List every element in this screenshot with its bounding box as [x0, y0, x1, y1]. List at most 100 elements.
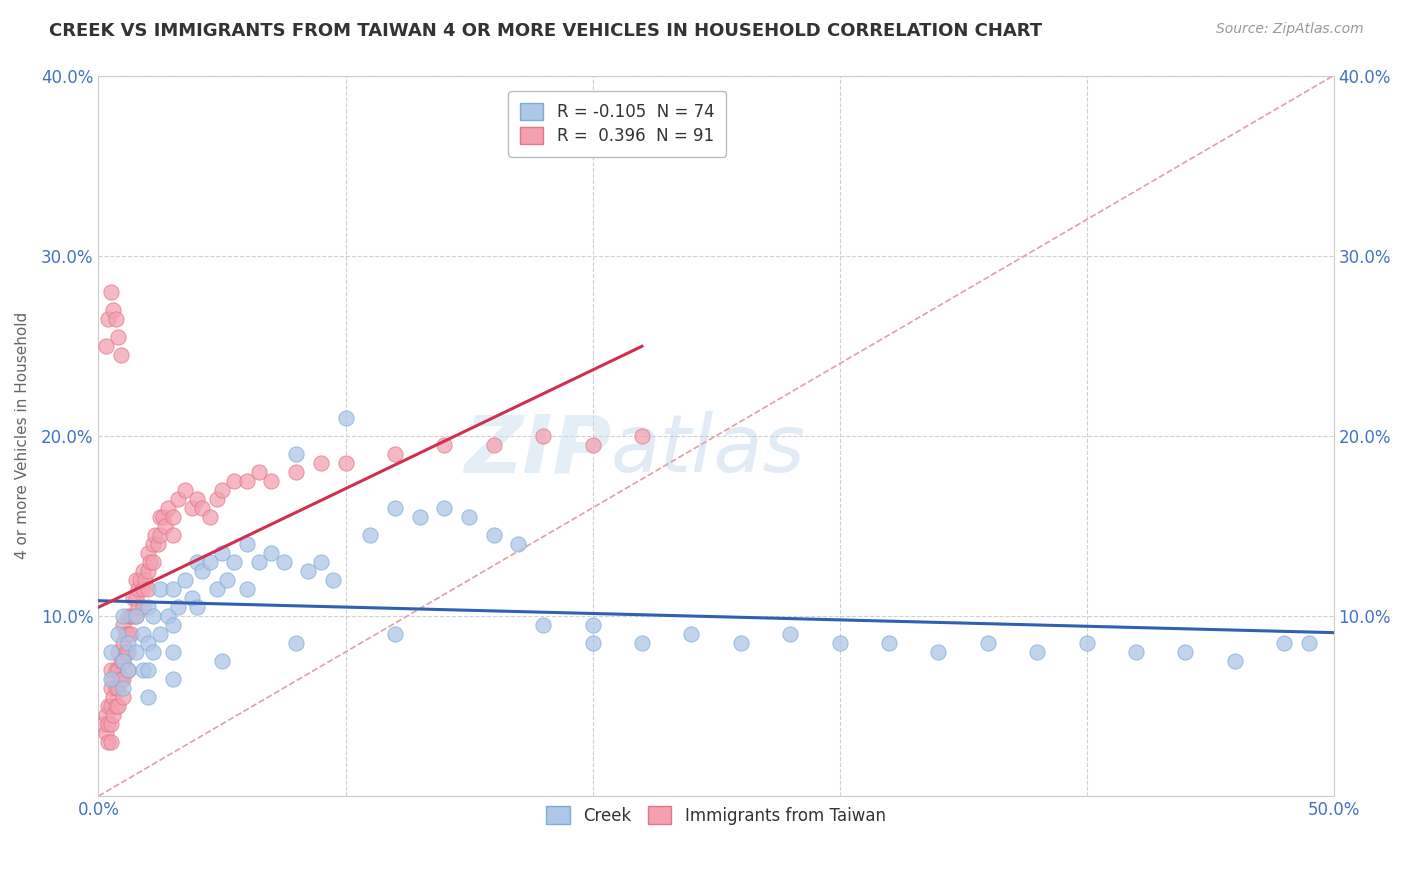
Point [103, 708, 125, 723]
Point [136, 636, 159, 650]
Point [122, 609, 145, 624]
Legend: Creek, Immigrants from Taiwan: Creek, Immigrants from Taiwan [537, 797, 896, 835]
Point [112, 609, 135, 624]
Point [285, 465, 308, 479]
Point [1076, 636, 1098, 650]
Point [114, 627, 136, 641]
Point [828, 636, 851, 650]
Point [162, 618, 184, 632]
Point [112, 654, 135, 668]
Point [107, 698, 129, 713]
Point [146, 537, 169, 551]
Point [100, 698, 122, 713]
Point [779, 627, 801, 641]
Point [247, 555, 270, 569]
Point [112, 618, 135, 632]
Point [309, 555, 332, 569]
Point [142, 537, 165, 551]
Point [117, 663, 139, 677]
Point [1223, 654, 1246, 668]
Point [104, 311, 127, 326]
Point [129, 573, 152, 587]
Point [433, 500, 456, 515]
Point [458, 509, 481, 524]
Point [124, 609, 146, 624]
Point [132, 564, 155, 578]
Point [120, 609, 142, 624]
Point [136, 582, 159, 596]
Point [124, 591, 146, 605]
Point [581, 618, 603, 632]
Point [100, 663, 122, 677]
Point [107, 663, 129, 677]
Point [124, 573, 146, 587]
Point [211, 546, 233, 560]
Point [149, 582, 172, 596]
Point [285, 636, 308, 650]
Point [877, 636, 900, 650]
Point [1174, 645, 1197, 659]
Point [166, 491, 188, 506]
Point [631, 636, 654, 650]
Point [94, 708, 117, 723]
Y-axis label: 4 or more Vehicles in Household: 4 or more Vehicles in Household [15, 312, 30, 559]
Point [482, 528, 505, 542]
Point [132, 582, 155, 596]
Point [142, 645, 165, 659]
Point [132, 663, 155, 677]
Point [285, 447, 308, 461]
Point [107, 329, 129, 343]
Point [107, 627, 129, 641]
Point [235, 474, 257, 488]
Point [124, 609, 146, 624]
Point [162, 509, 184, 524]
Point [117, 636, 139, 650]
Point [112, 681, 135, 695]
Point [191, 564, 214, 578]
Point [1026, 645, 1049, 659]
Point [136, 663, 159, 677]
Point [124, 645, 146, 659]
Point [162, 645, 184, 659]
Point [132, 599, 155, 614]
Point [581, 636, 603, 650]
Point [97, 717, 120, 731]
Point [136, 546, 159, 560]
Point [335, 410, 357, 425]
Point [94, 726, 117, 740]
Point [260, 546, 283, 560]
Point [162, 582, 184, 596]
Point [335, 456, 357, 470]
Point [97, 311, 120, 326]
Point [186, 555, 208, 569]
Point [191, 500, 214, 515]
Point [122, 591, 145, 605]
Point [107, 681, 129, 695]
Point [211, 654, 233, 668]
Point [149, 627, 172, 641]
Point [97, 698, 120, 713]
Point [927, 645, 949, 659]
Point [297, 564, 319, 578]
Point [110, 348, 132, 362]
Point [235, 537, 257, 551]
Point [181, 500, 204, 515]
Point [142, 555, 165, 569]
Point [384, 627, 406, 641]
Point [149, 509, 172, 524]
Point [110, 672, 132, 686]
Point [631, 429, 654, 443]
Text: CREEK VS IMMIGRANTS FROM TAIWAN 4 OR MORE VEHICLES IN HOUSEHOLD CORRELATION CHAR: CREEK VS IMMIGRANTS FROM TAIWAN 4 OR MOR… [49, 22, 1042, 40]
Point [117, 627, 139, 641]
Point [136, 599, 159, 614]
Point [322, 573, 344, 587]
Point [730, 636, 752, 650]
Point [136, 564, 159, 578]
Point [142, 609, 165, 624]
Point [273, 555, 295, 569]
Point [482, 438, 505, 452]
Point [100, 645, 122, 659]
Point [104, 663, 127, 677]
Point [127, 599, 149, 614]
Point [384, 500, 406, 515]
